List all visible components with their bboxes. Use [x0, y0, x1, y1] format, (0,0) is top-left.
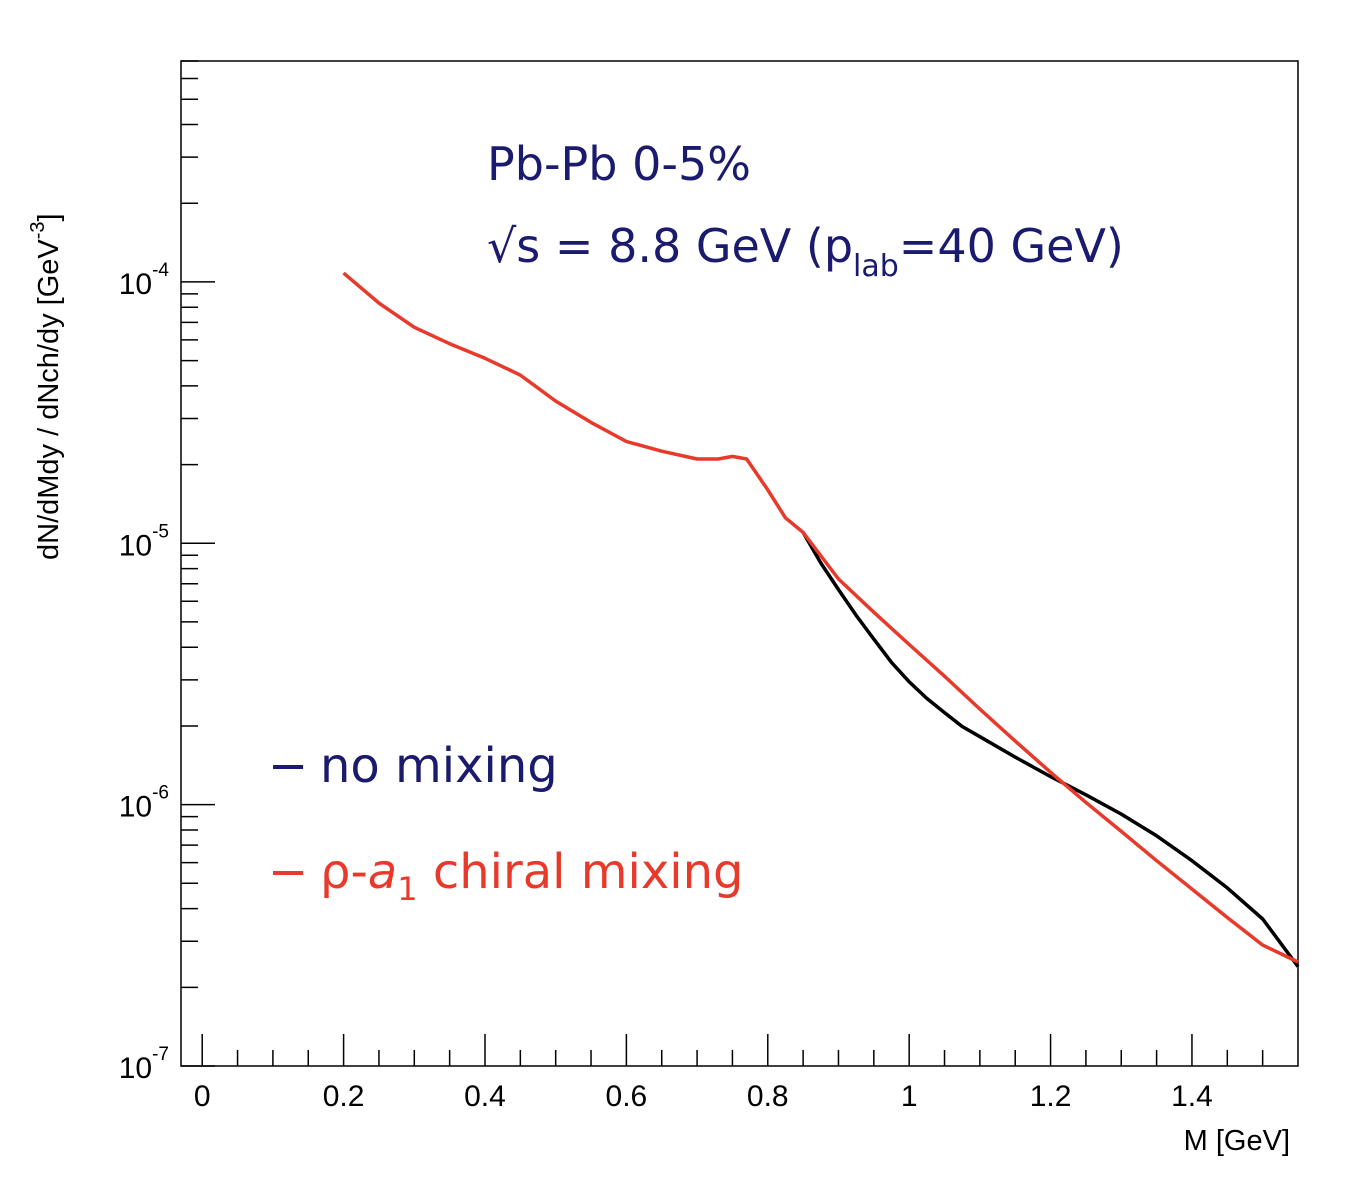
minor-ticks — [181, 60, 1264, 1066]
y-tick-exponent: -4 — [152, 260, 169, 281]
x-tick-label: 0.8 — [747, 1080, 789, 1113]
annotation: Pb-Pb 0-5% √s = 8.8 GeV (plab=40 GeV) — [487, 137, 1124, 284]
y-axis-label: dN/dMdy / dNch/dy [GeV-3] — [27, 213, 65, 560]
legend-entry-no-mixing: − no mixing — [268, 738, 558, 794]
series-line-chiral-mixing — [342, 271, 1299, 964]
legend-dash-no-mixing: − — [268, 738, 308, 794]
y-tick-label: 10-4 — [119, 260, 170, 301]
y-tick-exponent: -7 — [152, 1044, 169, 1065]
y-tick-base: 10 — [119, 1052, 152, 1085]
legend-label-chiral-italic: a — [368, 844, 397, 900]
y-axis-label-close: ] — [33, 213, 65, 221]
x-tick-label: 1.2 — [1030, 1080, 1072, 1113]
x-tick-label: 0 — [194, 1080, 211, 1113]
x-tick-label: 0.6 — [606, 1080, 648, 1113]
legend-label-chiral-suffix: chiral mixing — [418, 844, 744, 900]
x-tick-label: 1 — [901, 1080, 918, 1113]
legend-label-chiral-sub: 1 — [397, 870, 417, 908]
x-tick-label: 0.2 — [323, 1080, 365, 1113]
annotation-line1: Pb-Pb 0-5% — [487, 137, 751, 191]
plot-frame — [180, 60, 1299, 1067]
legend-label-no-mixing: no mixing — [320, 738, 558, 794]
svg-text:dN/dMdy / dNch/dy [GeV-3]: dN/dMdy / dNch/dy [GeV-3] — [27, 213, 65, 560]
x-tick-label: 0.4 — [464, 1080, 506, 1113]
series-layer — [342, 271, 1300, 968]
y-axis: 10-710-610-510-4 — [119, 260, 215, 1085]
legend-label-chiral-prefix: ρ- — [320, 844, 368, 900]
legend: − no mixing − ρ-a1 chiral mixing — [268, 738, 743, 908]
legend-dash-chiral-mixing: − — [268, 844, 308, 900]
y-tick-label: 10-7 — [119, 1044, 169, 1085]
annotation-line2-sub: lab — [853, 249, 899, 284]
legend-label-chiral-mixing: ρ-a1 chiral mixing — [320, 844, 743, 908]
y-tick-exponent: -6 — [152, 783, 169, 804]
y-tick-base: 10 — [119, 268, 152, 301]
legend-entry-chiral-mixing: − ρ-a1 chiral mixing — [268, 844, 743, 908]
y-axis-label-exponent: -3 — [27, 221, 49, 239]
y-tick-label: 10-6 — [119, 783, 169, 824]
annotation-line2: √s = 8.8 GeV (plab=40 GeV) — [487, 219, 1124, 284]
x-axis: 0 0.2 0.4 0.6 0.8 1 1.2 1.4 — [194, 1034, 1213, 1113]
x-tick-label: 1.4 — [1171, 1080, 1213, 1113]
series-line-no-mixing — [801, 531, 1300, 968]
annotation-line2-prefix: √s = 8.8 GeV (p — [487, 219, 853, 273]
y-axis-label-main: dN/dMdy / dNch/dy [GeV — [33, 239, 65, 560]
y-tick-exponent: -5 — [152, 521, 169, 542]
x-axis-label: M [GeV] — [1184, 1125, 1290, 1157]
annotation-line2-suffix: =40 GeV) — [899, 219, 1124, 273]
y-tick-label: 10-5 — [119, 521, 169, 562]
y-tick-base: 10 — [119, 529, 152, 562]
y-tick-base: 10 — [119, 791, 152, 824]
